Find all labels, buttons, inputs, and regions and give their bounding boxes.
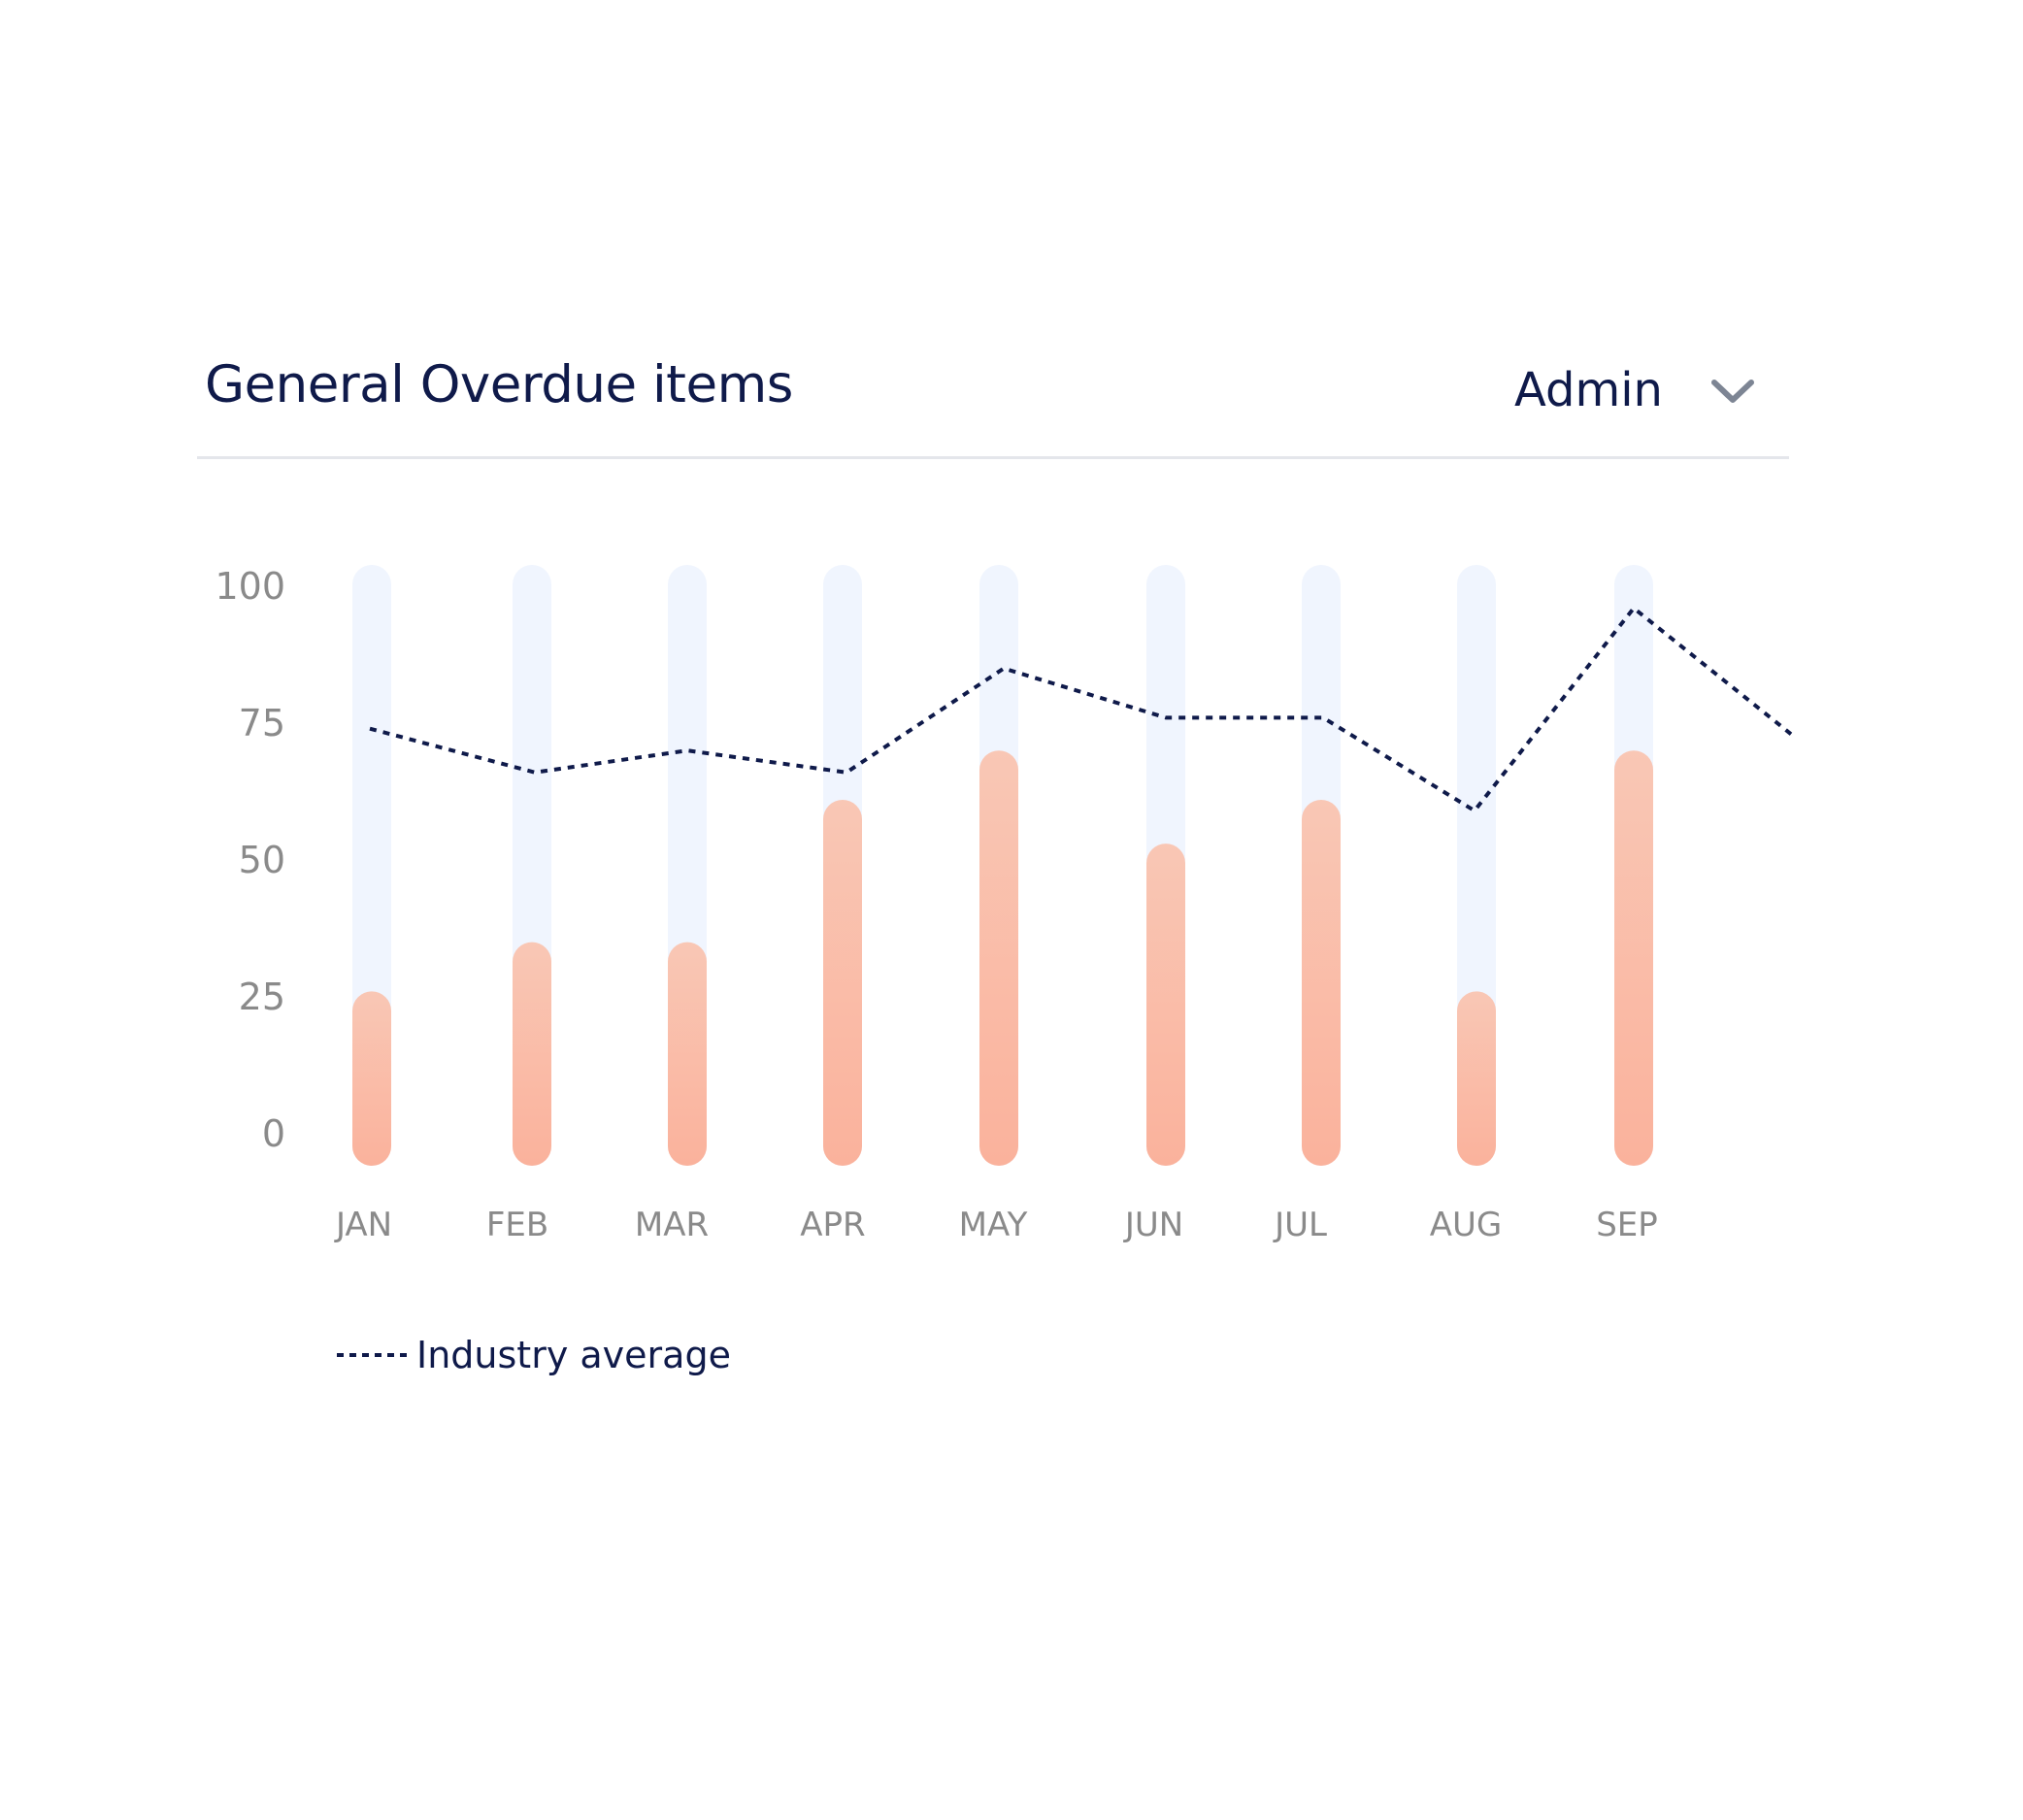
y-tick-label: 50 (239, 839, 285, 881)
y-axis: 0 25 50 75 100 (215, 565, 285, 1155)
dotted-line-swatch-icon (337, 1353, 407, 1357)
x-tick-label: JUN (1123, 1206, 1183, 1244)
x-tick-label: SEP (1596, 1206, 1658, 1244)
role-filter-dropdown[interactable]: Admin (1514, 349, 1767, 431)
x-axis: JAN FEB MAR APR MAY JUN JUL AUG SEP (334, 1206, 1658, 1244)
y-tick-label: 0 (262, 1112, 285, 1155)
x-tick-label: JAN (334, 1206, 392, 1244)
bar-may (979, 750, 1018, 1166)
y-tick-label: 25 (239, 976, 285, 1018)
legend: Industry average (335, 1334, 731, 1376)
x-tick-label: MAR (635, 1206, 709, 1244)
x-tick-label: APR (800, 1206, 865, 1244)
bar-sep (1614, 750, 1653, 1166)
chevron-down-icon (1711, 380, 1754, 403)
bar-aug (1457, 991, 1496, 1166)
industry-average-line (369, 606, 1793, 813)
y-tick-label: 75 (239, 702, 285, 745)
bar-jun (1146, 844, 1185, 1166)
y-tick-label: 100 (215, 565, 285, 608)
bar-apr (823, 799, 862, 1166)
chart-title: General Overdue items (205, 355, 793, 414)
bar-jul (1302, 799, 1341, 1166)
industry-average-polyline (369, 606, 1793, 813)
role-filter-label: Admin (1514, 363, 1663, 417)
legend-label-industry-average: Industry average (416, 1334, 731, 1376)
x-tick-label: MAY (959, 1206, 1028, 1244)
bar-feb (513, 942, 551, 1166)
header-divider (197, 456, 1789, 459)
bar-mar (668, 942, 707, 1166)
x-tick-label: AUG (1430, 1206, 1503, 1244)
bar-jan (352, 991, 391, 1166)
x-tick-label: JUL (1273, 1206, 1327, 1244)
bar-series (352, 565, 1653, 1166)
x-tick-label: FEB (486, 1206, 548, 1244)
